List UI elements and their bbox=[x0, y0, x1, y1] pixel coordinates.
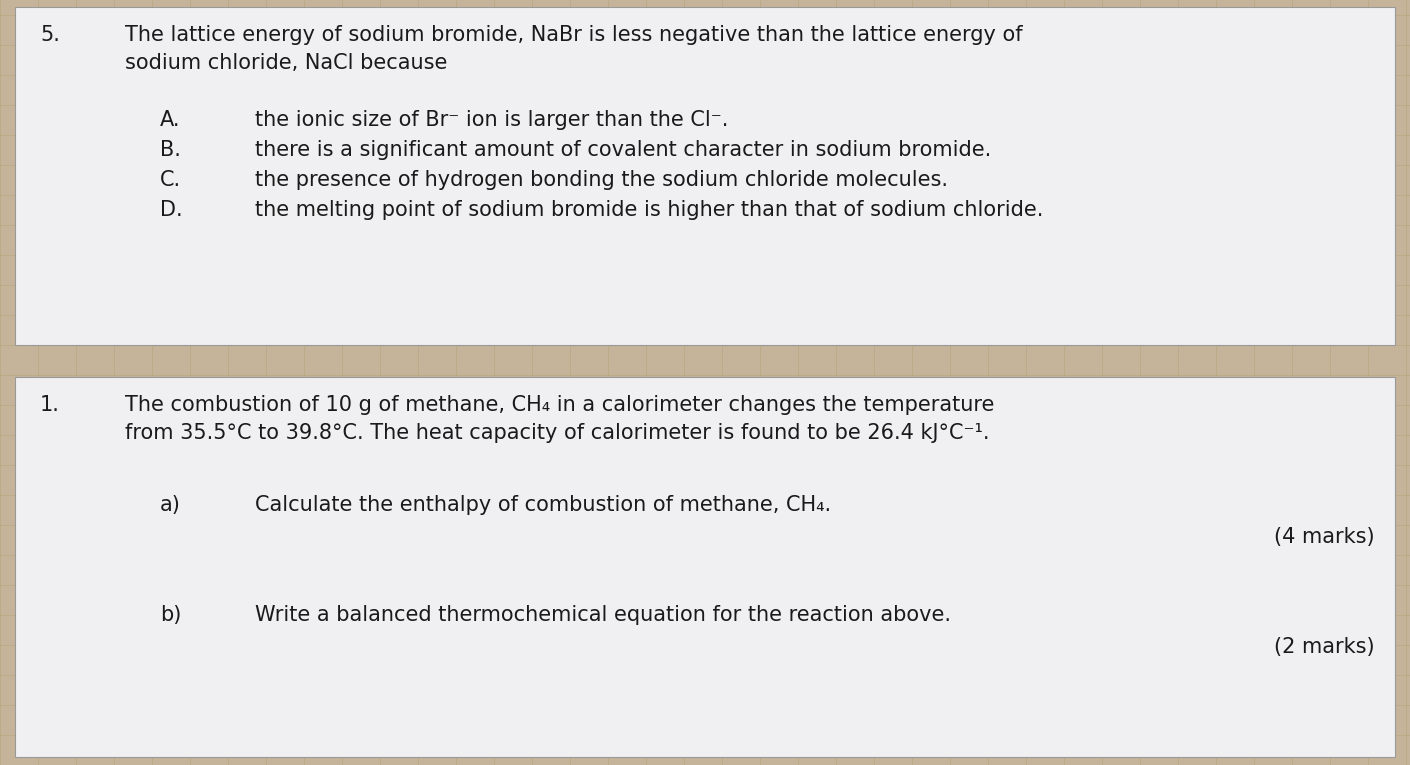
Text: the presence of hydrogen bonding the sodium chloride molecules.: the presence of hydrogen bonding the sod… bbox=[255, 170, 948, 190]
Text: (4 marks): (4 marks) bbox=[1275, 527, 1375, 547]
Text: from 35.5°C to 39.8°C. The heat capacity of calorimeter is found to be 26.4 kJ°C: from 35.5°C to 39.8°C. The heat capacity… bbox=[125, 423, 990, 443]
Text: D.: D. bbox=[159, 200, 183, 220]
Text: 1.: 1. bbox=[39, 395, 59, 415]
Text: b): b) bbox=[159, 605, 182, 625]
Text: there is a significant amount of covalent character in sodium bromide.: there is a significant amount of covalen… bbox=[255, 140, 991, 160]
FancyBboxPatch shape bbox=[16, 377, 1394, 757]
Text: B.: B. bbox=[159, 140, 180, 160]
Text: Write a balanced thermochemical equation for the reaction above.: Write a balanced thermochemical equation… bbox=[255, 605, 950, 625]
Text: Calculate the enthalpy of combustion of methane, CH₄.: Calculate the enthalpy of combustion of … bbox=[255, 495, 830, 515]
FancyBboxPatch shape bbox=[16, 7, 1394, 345]
Text: the ionic size of Br⁻ ion is larger than the Cl⁻.: the ionic size of Br⁻ ion is larger than… bbox=[255, 110, 729, 130]
Text: C.: C. bbox=[159, 170, 180, 190]
Text: (2 marks): (2 marks) bbox=[1275, 637, 1375, 657]
Text: 5.: 5. bbox=[39, 25, 59, 45]
Text: a): a) bbox=[159, 495, 180, 515]
Text: A.: A. bbox=[159, 110, 180, 130]
Text: the melting point of sodium bromide is higher than that of sodium chloride.: the melting point of sodium bromide is h… bbox=[255, 200, 1043, 220]
Text: sodium chloride, NaCl because: sodium chloride, NaCl because bbox=[125, 53, 447, 73]
Text: The lattice energy of sodium bromide, NaBr is less negative than the lattice ene: The lattice energy of sodium bromide, Na… bbox=[125, 25, 1022, 45]
Text: The combustion of 10 g of methane, CH₄ in a calorimeter changes the temperature: The combustion of 10 g of methane, CH₄ i… bbox=[125, 395, 994, 415]
